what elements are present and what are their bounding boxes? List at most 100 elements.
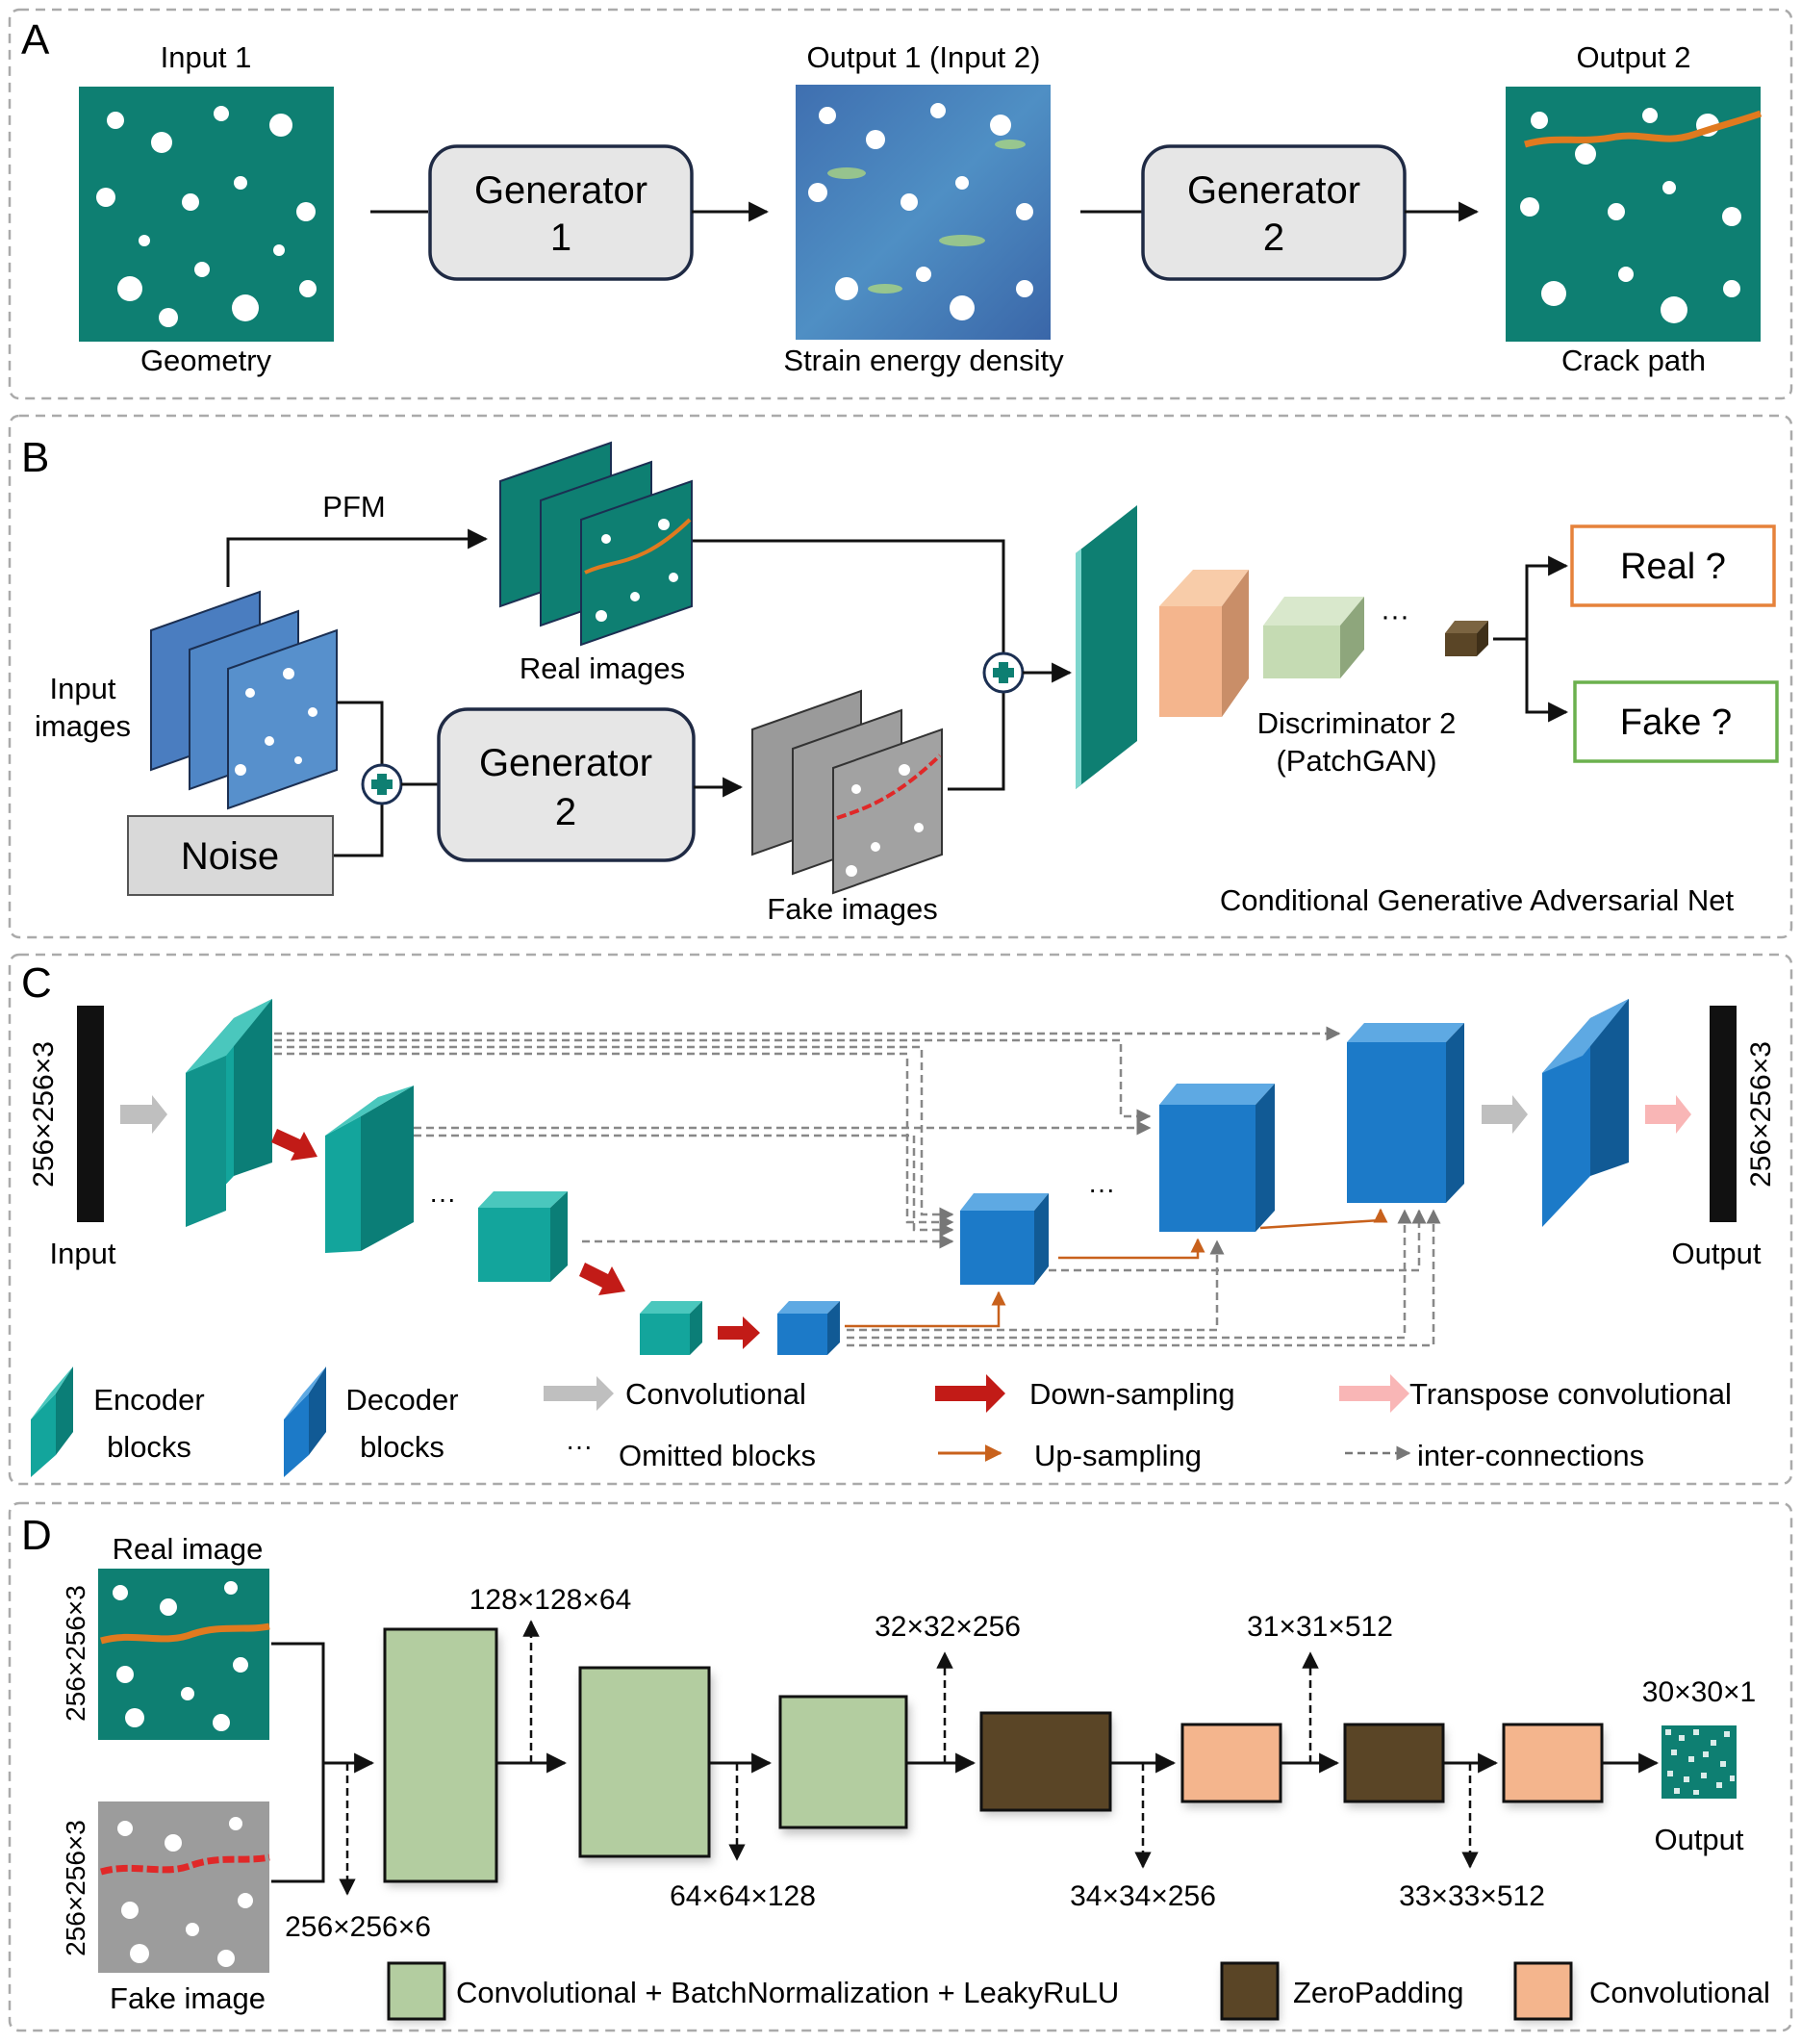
pfm-label: PFM <box>322 490 385 524</box>
skip-connections <box>274 1026 1441 1347</box>
legend-conv-label: Convolutional <box>625 1377 806 1411</box>
legend-encoder-1: Encoder <box>93 1383 204 1417</box>
concat-plus-icon-b1 <box>361 763 403 805</box>
d-zeropad-block-2 <box>1343 1723 1445 1803</box>
input-images-label-1: Input <box>50 672 116 705</box>
d-real-to-merge <box>271 1642 325 1883</box>
legend-conv-swatch <box>1513 1961 1573 2021</box>
d-conv-bn-block-2 <box>578 1666 711 1858</box>
legend-transpose-label: Transpose convolutional <box>1409 1377 1732 1411</box>
legend-zeropad-label: ZeroPadding <box>1293 1976 1464 2009</box>
legend-conv-arrow <box>544 1376 614 1411</box>
output1-title: Output 1 (Input 2) <box>807 40 1041 74</box>
disc-ellipsis: ··· <box>1381 600 1409 632</box>
panel-label-d: D <box>21 1512 52 1559</box>
c-ellipsis-encoder: ··· <box>429 1184 456 1214</box>
d-real-dim: 256×256×3 <box>61 1585 90 1722</box>
d-dim3: 32×32×256 <box>875 1611 1021 1643</box>
panel-label-a: A <box>21 16 50 64</box>
d-dim1: 128×128×64 <box>469 1584 632 1616</box>
discriminator-label-1: Discriminator 2 <box>1257 706 1457 740</box>
d-fake-image <box>98 1801 270 1973</box>
strain-energy-image <box>796 85 1051 340</box>
generator2-box-b: Generator 2 <box>437 707 696 862</box>
panel-b-frame <box>8 414 1793 939</box>
d-dim5: 31×31×512 <box>1247 1611 1393 1643</box>
geometry-caption: Geometry <box>140 344 272 377</box>
generator2a-line2: 2 <box>1263 217 1284 259</box>
d-real-image <box>98 1569 270 1740</box>
c-output-label: Output <box>1671 1237 1761 1270</box>
generator2-box-a: Generator 2 <box>1141 144 1407 281</box>
down-arrow-1 <box>271 1129 317 1161</box>
generator2a-line1: Generator <box>1187 169 1360 212</box>
panel-c-frame <box>8 953 1793 1486</box>
legend-omitted-label: Omitted blocks <box>619 1439 816 1472</box>
input-images-stack <box>150 590 338 810</box>
c-input-label: Input <box>50 1237 116 1270</box>
crack-path-image <box>1506 87 1763 342</box>
disc-block-orange <box>1159 570 1249 717</box>
encoder-block-4 <box>640 1301 702 1355</box>
generator1-box: Generator 1 <box>428 144 694 281</box>
d-zeropad-block-1 <box>979 1711 1112 1812</box>
geometry-image <box>79 87 334 342</box>
panel-d-frame <box>8 1501 1793 2032</box>
panel-label-c: C <box>21 959 52 1007</box>
disc-block-green <box>1263 597 1364 678</box>
geometry-inclusions <box>96 106 317 327</box>
legend-encoder-icon <box>31 1367 73 1477</box>
input1-title: Input 1 <box>161 40 252 74</box>
d-conv-bn-block-3 <box>778 1695 908 1829</box>
fake-question-box: Fake ? <box>1573 680 1779 763</box>
crack-caption: Crack path <box>1561 344 1706 377</box>
d-concat-dim: 256×256×6 <box>285 1911 431 1943</box>
legend-inter-label: inter-connections <box>1417 1439 1644 1472</box>
legend-conv-swatch-label: Convolutional <box>1589 1976 1770 2009</box>
legend-zeropad-swatch <box>1220 1961 1280 2021</box>
d-conv-block-1 <box>1180 1723 1282 1803</box>
d-dim4: 34×34×256 <box>1070 1880 1216 1912</box>
legend-down-arrow <box>935 1374 1005 1413</box>
c-ellipsis-decoder: ··· <box>1088 1174 1115 1204</box>
fake-images-stack <box>751 689 943 895</box>
generator2b-line1: Generator <box>479 742 652 784</box>
d-dim2: 64×64×128 <box>670 1880 816 1912</box>
generator1-line1: Generator <box>474 169 647 212</box>
real-to-concat-line <box>693 539 1005 654</box>
d-conv-block-2 <box>1502 1723 1604 1803</box>
encoder-block-2 <box>325 1086 414 1253</box>
legend-omitted-mark: ··· <box>566 1431 593 1461</box>
legend-down-label: Down-sampling <box>1029 1377 1235 1411</box>
generator1-line2: 1 <box>550 217 571 259</box>
down-arrow-2 <box>579 1263 625 1295</box>
branch-to-fake <box>1525 639 1569 723</box>
disc-block-brown <box>1445 621 1488 656</box>
decoder-block-1 <box>960 1193 1049 1285</box>
legend-up-label: Up-sampling <box>1034 1439 1202 1472</box>
c-output-dim: 256×256×3 <box>1745 1041 1777 1188</box>
legend-transpose-arrow <box>1339 1374 1409 1413</box>
discriminator-input-slab <box>1076 505 1137 789</box>
d-fake-dim: 256×256×3 <box>61 1820 90 1956</box>
legend-decoder-icon <box>284 1367 326 1477</box>
noise-box: Noise <box>127 815 334 896</box>
d-output-patch <box>1661 1725 1737 1799</box>
d-output-label: Output <box>1654 1823 1743 1856</box>
legend-conv-bn-label: Convolutional + BatchNormalization + Lea… <box>456 1976 1119 2009</box>
output2-title: Output 2 <box>1577 40 1691 74</box>
fake-images-label: Fake images <box>767 892 937 926</box>
real-question-label: Real ? <box>1620 547 1726 587</box>
decoder-block-bottom <box>777 1301 840 1355</box>
generator2b-line2: 2 <box>555 791 576 833</box>
encoder-block-1 <box>186 999 272 1227</box>
noise-to-plus-line <box>334 802 384 857</box>
input-images-label-2: images <box>35 709 131 743</box>
up-sampling-lines <box>845 1208 1388 1328</box>
c-input-bar <box>77 1006 104 1222</box>
strain-caption: Strain energy density <box>783 344 1064 377</box>
c-input-dim: 256×256×3 <box>28 1041 60 1188</box>
real-images-stack <box>499 441 693 647</box>
c-decoder-conv-arrow <box>1482 1095 1528 1134</box>
pfm-arrow <box>226 528 489 587</box>
